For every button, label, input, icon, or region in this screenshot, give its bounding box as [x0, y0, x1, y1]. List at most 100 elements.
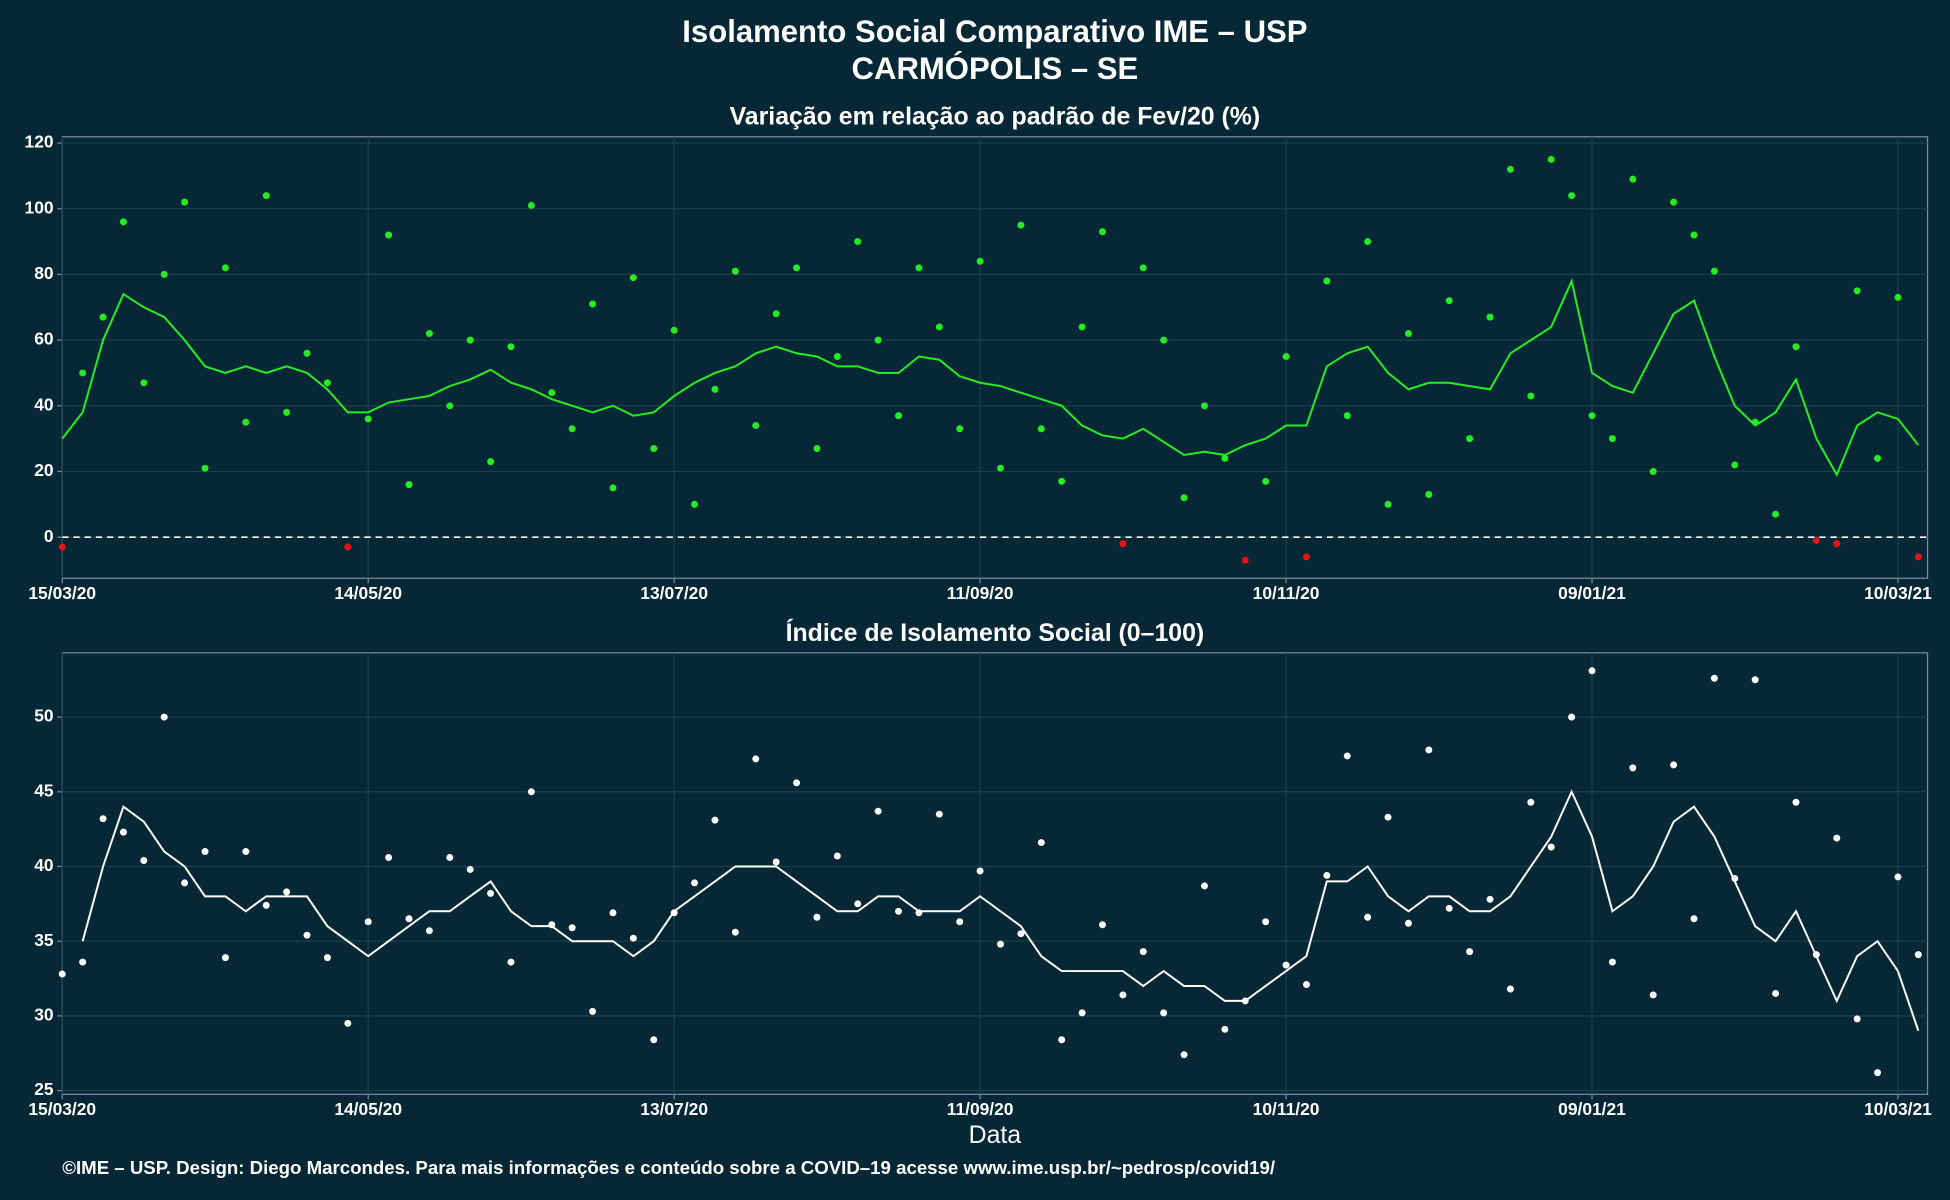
data-point	[1445, 297, 1453, 305]
data-point	[772, 858, 780, 866]
data-point	[1282, 353, 1290, 361]
y-tick-label: 0	[44, 526, 54, 546]
data-point	[1568, 192, 1576, 200]
data-point	[1649, 468, 1657, 475]
data-point	[1710, 674, 1718, 682]
data-point	[385, 231, 393, 239]
data-point	[1914, 553, 1922, 561]
data-point	[79, 369, 87, 377]
data-point	[1180, 494, 1188, 502]
data-point	[1221, 1025, 1229, 1033]
moving-average-line	[81, 789, 1920, 1032]
data-point	[283, 888, 291, 896]
data-point	[1445, 904, 1453, 912]
data-point	[793, 264, 801, 272]
data-point	[1343, 412, 1351, 420]
data-point	[160, 713, 168, 721]
y-tick-label: 80	[34, 263, 53, 283]
data-point	[1527, 392, 1535, 400]
data-point	[1099, 921, 1106, 929]
data-point	[589, 1007, 597, 1015]
data-point	[1262, 918, 1270, 926]
x-tick-label: 15/03/20	[28, 1099, 96, 1119]
x-tick-label: 15/03/20	[28, 583, 96, 603]
data-point	[1221, 454, 1229, 462]
data-point	[976, 257, 984, 265]
x-tick-label: 13/07/20	[640, 1099, 708, 1119]
y-tick-label: 25	[34, 1079, 54, 1099]
y-tick-label: 45	[34, 780, 54, 800]
data-point	[629, 934, 637, 942]
data-point	[201, 464, 209, 472]
data-point	[1670, 761, 1678, 769]
data-point	[1853, 287, 1861, 295]
data-point	[691, 500, 699, 508]
data-point	[119, 828, 127, 836]
data-point	[1119, 540, 1127, 548]
data-point	[1649, 991, 1657, 999]
data-point	[1302, 981, 1310, 988]
y-tick-label: 50	[34, 706, 53, 726]
data-point	[833, 852, 841, 860]
y-tick-label: 60	[34, 329, 53, 349]
data-point	[752, 755, 760, 763]
data-point	[58, 970, 66, 978]
data-point	[1547, 155, 1555, 163]
data-point	[99, 313, 107, 321]
data-point	[711, 816, 719, 824]
data-point	[568, 924, 576, 932]
data-point	[1425, 746, 1433, 754]
data-point	[242, 418, 250, 426]
data-point	[1364, 238, 1372, 246]
data-point	[1874, 1069, 1882, 1077]
y-tick-label: 40	[34, 855, 53, 875]
plot-area	[61, 652, 1929, 1095]
data-point	[1710, 267, 1718, 275]
data-point	[99, 815, 107, 823]
data-point	[874, 336, 882, 344]
data-point	[589, 300, 597, 308]
data-point	[283, 408, 291, 416]
data-point	[1058, 1036, 1066, 1044]
data-point	[854, 900, 862, 908]
data-point	[813, 445, 821, 452]
data-point	[303, 931, 311, 939]
data-point	[629, 274, 637, 282]
data-point	[1608, 435, 1616, 443]
x-tick-label: 09/01/21	[1558, 1099, 1626, 1119]
data-point	[1119, 991, 1127, 999]
data-point	[1506, 985, 1514, 993]
data-point	[466, 865, 474, 873]
data-point	[1629, 764, 1637, 772]
data-point	[140, 379, 148, 387]
data-point	[262, 901, 270, 909]
data-point	[1894, 293, 1902, 301]
data-point	[956, 918, 964, 926]
data-point	[1343, 752, 1351, 760]
data-point	[1690, 231, 1698, 239]
data-point	[140, 857, 148, 864]
data-point	[874, 807, 882, 815]
data-point	[1466, 435, 1474, 443]
data-point	[405, 481, 413, 489]
x-tick-label: 14/05/20	[334, 1099, 402, 1119]
main-subtitle: CARMÓPOLIS – SE	[852, 50, 1139, 86]
data-point	[79, 958, 87, 966]
data-point	[1425, 490, 1433, 498]
data-point	[425, 330, 433, 338]
data-point	[1262, 477, 1270, 485]
x-axis-label: Data	[969, 1121, 1022, 1149]
data-point	[1812, 536, 1820, 544]
data-point	[58, 543, 66, 551]
x-tick-label: 10/11/20	[1253, 1099, 1320, 1119]
data-point	[1874, 454, 1882, 462]
data-point	[895, 907, 903, 915]
data-point	[446, 402, 454, 410]
data-point	[976, 867, 984, 875]
y-tick-label: 20	[34, 460, 53, 480]
data-point	[691, 879, 699, 887]
data-point	[1404, 330, 1412, 338]
data-point	[364, 918, 372, 926]
data-point	[1017, 930, 1025, 938]
